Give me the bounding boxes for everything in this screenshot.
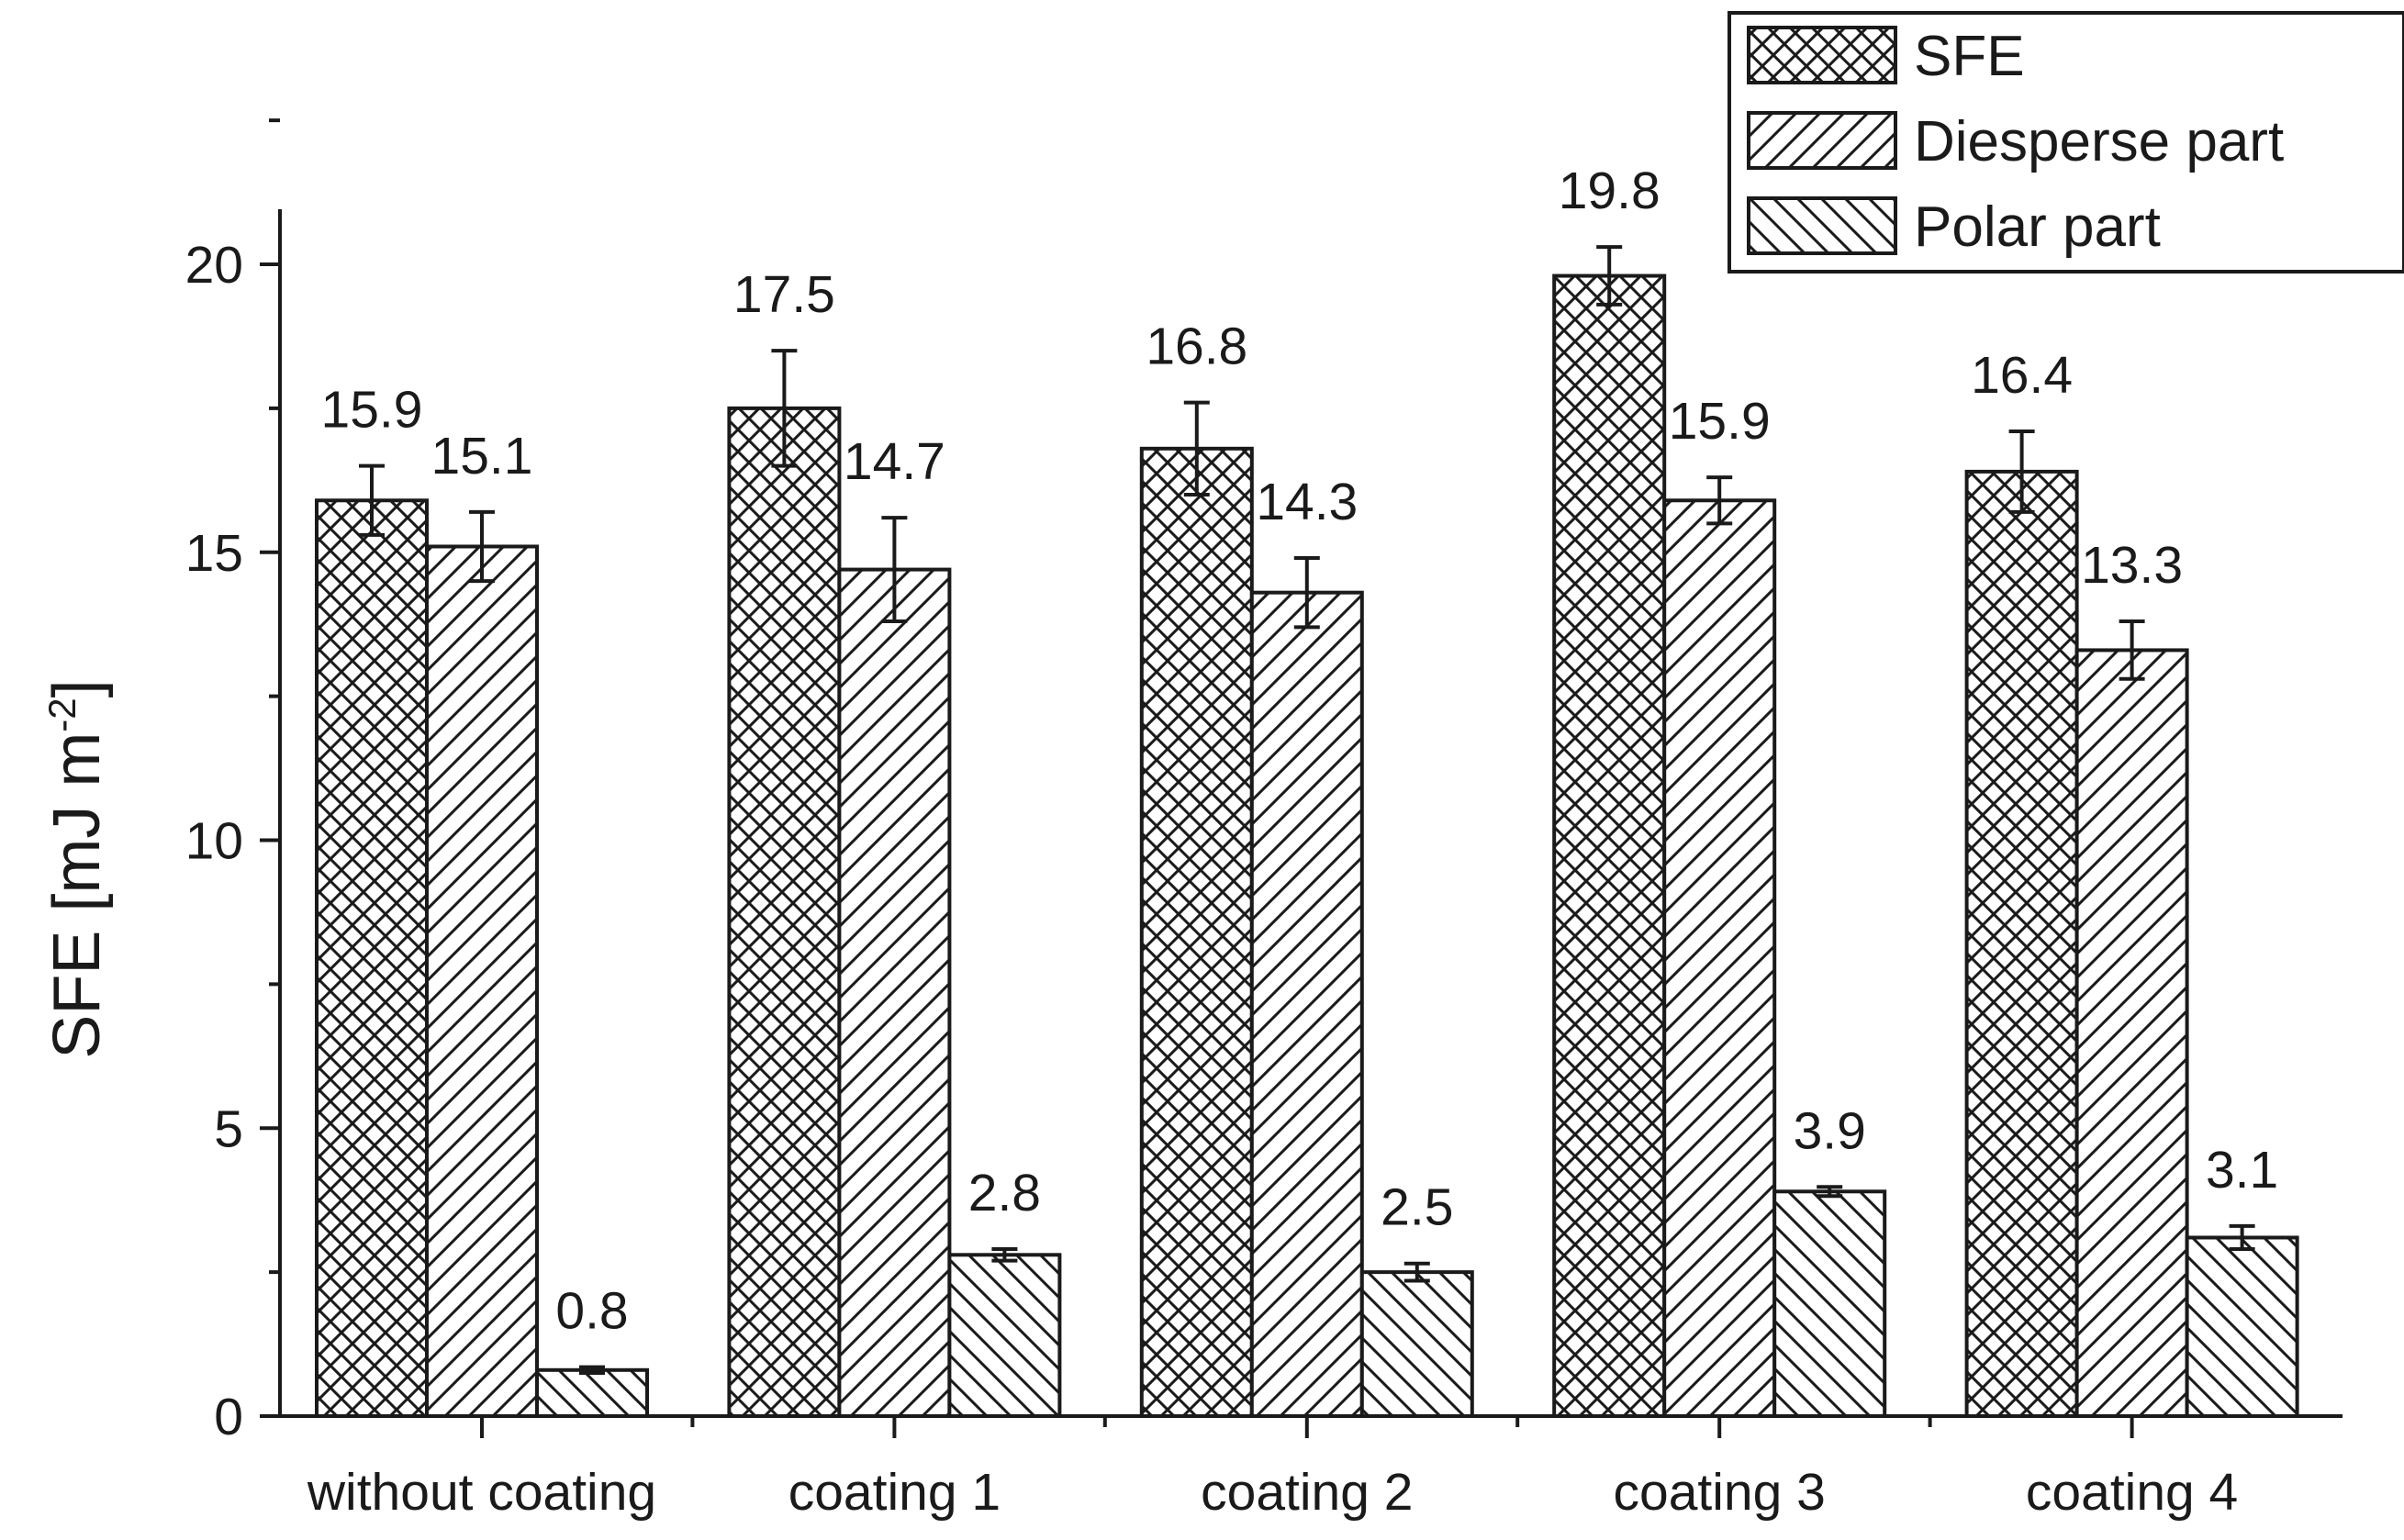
data-label: 13.3: [2081, 536, 2183, 595]
data-label: 0.8: [555, 1282, 628, 1341]
data-label: 16.4: [1971, 346, 2073, 405]
axes: [278, 209, 2343, 1418]
bar: [1359, 1270, 1474, 1418]
data-label: 3.1: [2206, 1141, 2278, 1200]
legend-label: Polar part: [1914, 195, 2161, 259]
data-label: 17.5: [733, 265, 835, 324]
data-label: 14.7: [844, 432, 945, 491]
y-tick-label: 10: [185, 812, 243, 871]
legend-swatch: [1747, 111, 1897, 170]
x-ticks: without coating coating 1 coating 2 coating…: [307, 1416, 2238, 1522]
bar: [1964, 469, 2079, 1418]
y-tick-label: 15: [185, 524, 243, 583]
data-label: 14.3: [1256, 473, 1358, 531]
bar: [1139, 446, 1254, 1418]
legend: SFE Diesperse part Polar part: [1728, 11, 2404, 273]
y-tick-label: 0: [214, 1388, 243, 1446]
legend-label: SFE: [1914, 25, 2025, 88]
bar: [425, 544, 539, 1418]
bar: [2185, 1235, 2299, 1418]
data-label: 2.5: [1381, 1178, 1453, 1237]
data-label: 2.8: [968, 1164, 1041, 1222]
bar: [1552, 273, 1667, 1418]
bar: [2074, 648, 2189, 1418]
bar: [535, 1367, 649, 1419]
data-label: 3.9: [1794, 1101, 1866, 1160]
y-tick-label: 5: [214, 1099, 243, 1158]
bar: [727, 406, 842, 1418]
bar: [1772, 1189, 1887, 1419]
bar: [1662, 498, 1777, 1418]
legend-swatch: [1747, 26, 1897, 84]
x-category-label: without coating: [307, 1463, 656, 1522]
x-category-label: coating 1: [788, 1463, 1001, 1522]
data-label: 15.9: [1669, 392, 1771, 451]
x-category-label: coating 4: [2026, 1463, 2238, 1522]
data-label: 16.8: [1146, 318, 1247, 376]
legend-label: Diesperse part: [1914, 110, 2284, 173]
legend-swatch: [1747, 196, 1897, 255]
y-ticks: 0 5 10 15 20: [185, 118, 280, 1446]
y-axis-title: SFE [mJ m-2]: [40, 679, 114, 1058]
data-label: 19.8: [1559, 162, 1660, 220]
y-tick-label: 20: [185, 236, 243, 295]
error-bars: [359, 245, 2255, 1375]
bar: [837, 567, 952, 1418]
data-labels: 15.915.10.817.514.72.816.814.32.519.815.…: [321, 162, 2279, 1340]
bar: [315, 498, 429, 1418]
data-label: 15.9: [321, 381, 423, 440]
bar: [947, 1253, 1062, 1419]
x-category-label: coating 3: [1614, 1463, 1826, 1522]
data-label: 15.1: [431, 427, 533, 485]
bars: [315, 273, 2299, 1419]
bar: [1249, 590, 1364, 1418]
x-category-label: coating 2: [1201, 1463, 1413, 1522]
